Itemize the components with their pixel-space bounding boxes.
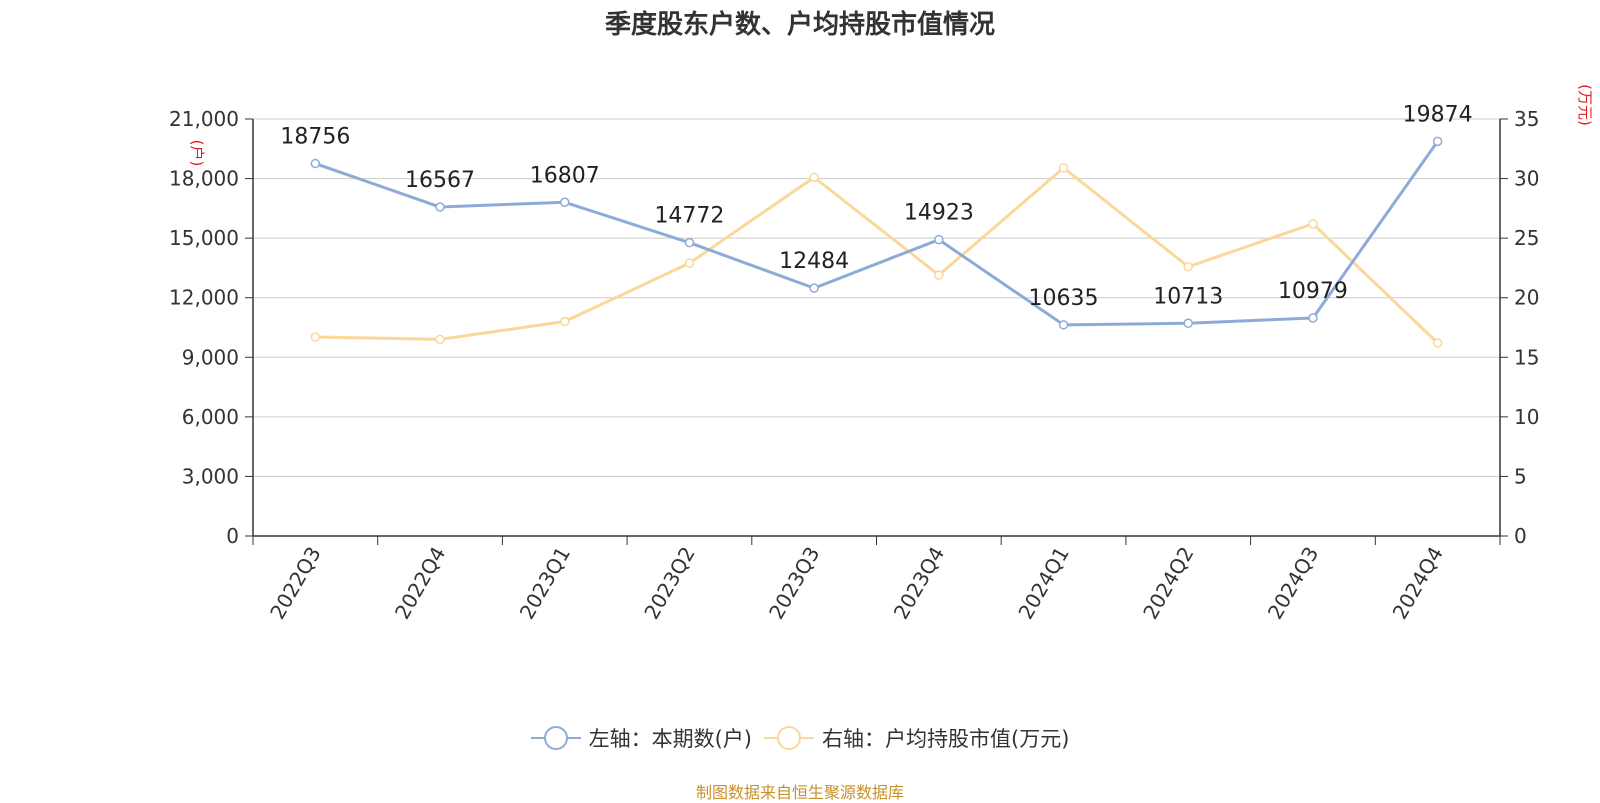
right-axis-tick-label: 10 [1514,405,1539,429]
left-series-point [1058,320,1069,330]
left-axis-tick-label: 12,000 [169,286,239,310]
legend: 左轴：本期数(户) 右轴：户均持股市值(万元) [0,723,1600,753]
left-axis-tick-label: 15,000 [169,226,239,250]
right-series-point [435,334,445,345]
x-axis-category-label: 2023Q3 [764,543,824,624]
data-label: 14772 [654,204,724,229]
right-axis-tick-label: 20 [1514,286,1539,310]
right-series-line [315,166,1439,345]
series-layer [310,136,1443,348]
right-series-point [1183,261,1193,272]
left-series-point [1432,136,1443,147]
right-axis-tick-label: 5 [1514,464,1527,488]
left-axis-tick-label: 6,000 [182,405,239,429]
chart-title: 季度股东户数、户均持股市值情况 [604,10,995,40]
x-axis-category-label: 2024Q4 [1388,543,1448,624]
data-label: 19874 [1403,102,1473,127]
legend-item-right-series[interactable]: 右轴：户均持股市值(万元) [764,723,1069,753]
left-series-line [314,140,1439,327]
right-axis-tick-label: 30 [1514,167,1539,191]
left-series-point [1183,318,1193,329]
x-axis-category-label: 2024Q2 [1138,543,1198,624]
axis-layer: 0 0 3,000 5 6,000 10 9,000 15 12,000 20 15,000 25 18… [169,84,1594,623]
legend-label: 右轴：户均持股市值(万元) [822,727,1070,751]
data-label: 10713 [1153,284,1223,309]
left-axis-tick-label: 3,000 [182,464,239,488]
right-axis-tick-label: 0 [1514,524,1527,548]
left-axis-tick-label: 21,000 [169,107,239,131]
left-axis-tick-label: 18,000 [169,167,239,191]
grid-layer [253,118,1500,477]
right-series-point [310,332,321,342]
left-axis-tick-label: 9,000 [182,345,239,369]
data-label: 10979 [1278,279,1348,304]
right-series-point [1308,219,1318,229]
left-series-point [560,197,570,208]
x-axis-category-label: 2024Q3 [1263,543,1323,624]
x-axis-category-label: 2022Q4 [390,543,450,624]
left-series-point [310,158,321,169]
right-series-point [560,316,570,327]
data-label: 16567 [405,168,475,193]
right-axis-tick-label: 15 [1514,345,1539,369]
left-series-point [684,237,695,248]
data-label: 10635 [1029,286,1099,311]
left-series-point [1308,313,1318,323]
x-axis-category-label: 2022Q3 [265,543,325,624]
right-axis-tick-label: 35 [1514,107,1539,131]
data-label: 14923 [904,201,974,226]
data-label: 18756 [280,125,350,150]
right-series-point [809,172,819,183]
left-series-point [934,234,944,245]
right-axis-tick-label: 25 [1514,226,1539,250]
x-axis-category-label: 2023Q1 [515,543,575,624]
right-series-point [934,270,944,280]
left-series-point [435,202,445,212]
legend-line-circle-icon [530,726,581,750]
x-axis-category-label: 2023Q4 [889,543,949,624]
legend-label: 左轴：本期数(户) [588,727,752,751]
legend-line-circle-icon [764,726,814,750]
legend-item-left-series[interactable]: 左轴：本期数(户) [530,723,752,753]
x-axis-category-label: 2024Q1 [1013,543,1073,624]
left-axis-tick-label: 0 [226,524,239,548]
left-series-point [809,283,819,293]
right-axis-unit-label: (万元) [1576,84,1594,126]
right-series-point [684,258,695,268]
right-series-point [1432,338,1443,348]
data-label: 12484 [779,249,849,274]
data-label: 16807 [530,163,600,188]
right-series-point [1058,163,1069,173]
x-axis-category-label: 2023Q2 [639,543,699,624]
data-label-layer: 18756 16567 16807 14772 12484 14923 10635 10713… [280,102,1472,310]
left-axis-unit-label: (户) [188,140,206,167]
source-note: 制图数据来自恒生聚源数据库 [695,783,904,802]
